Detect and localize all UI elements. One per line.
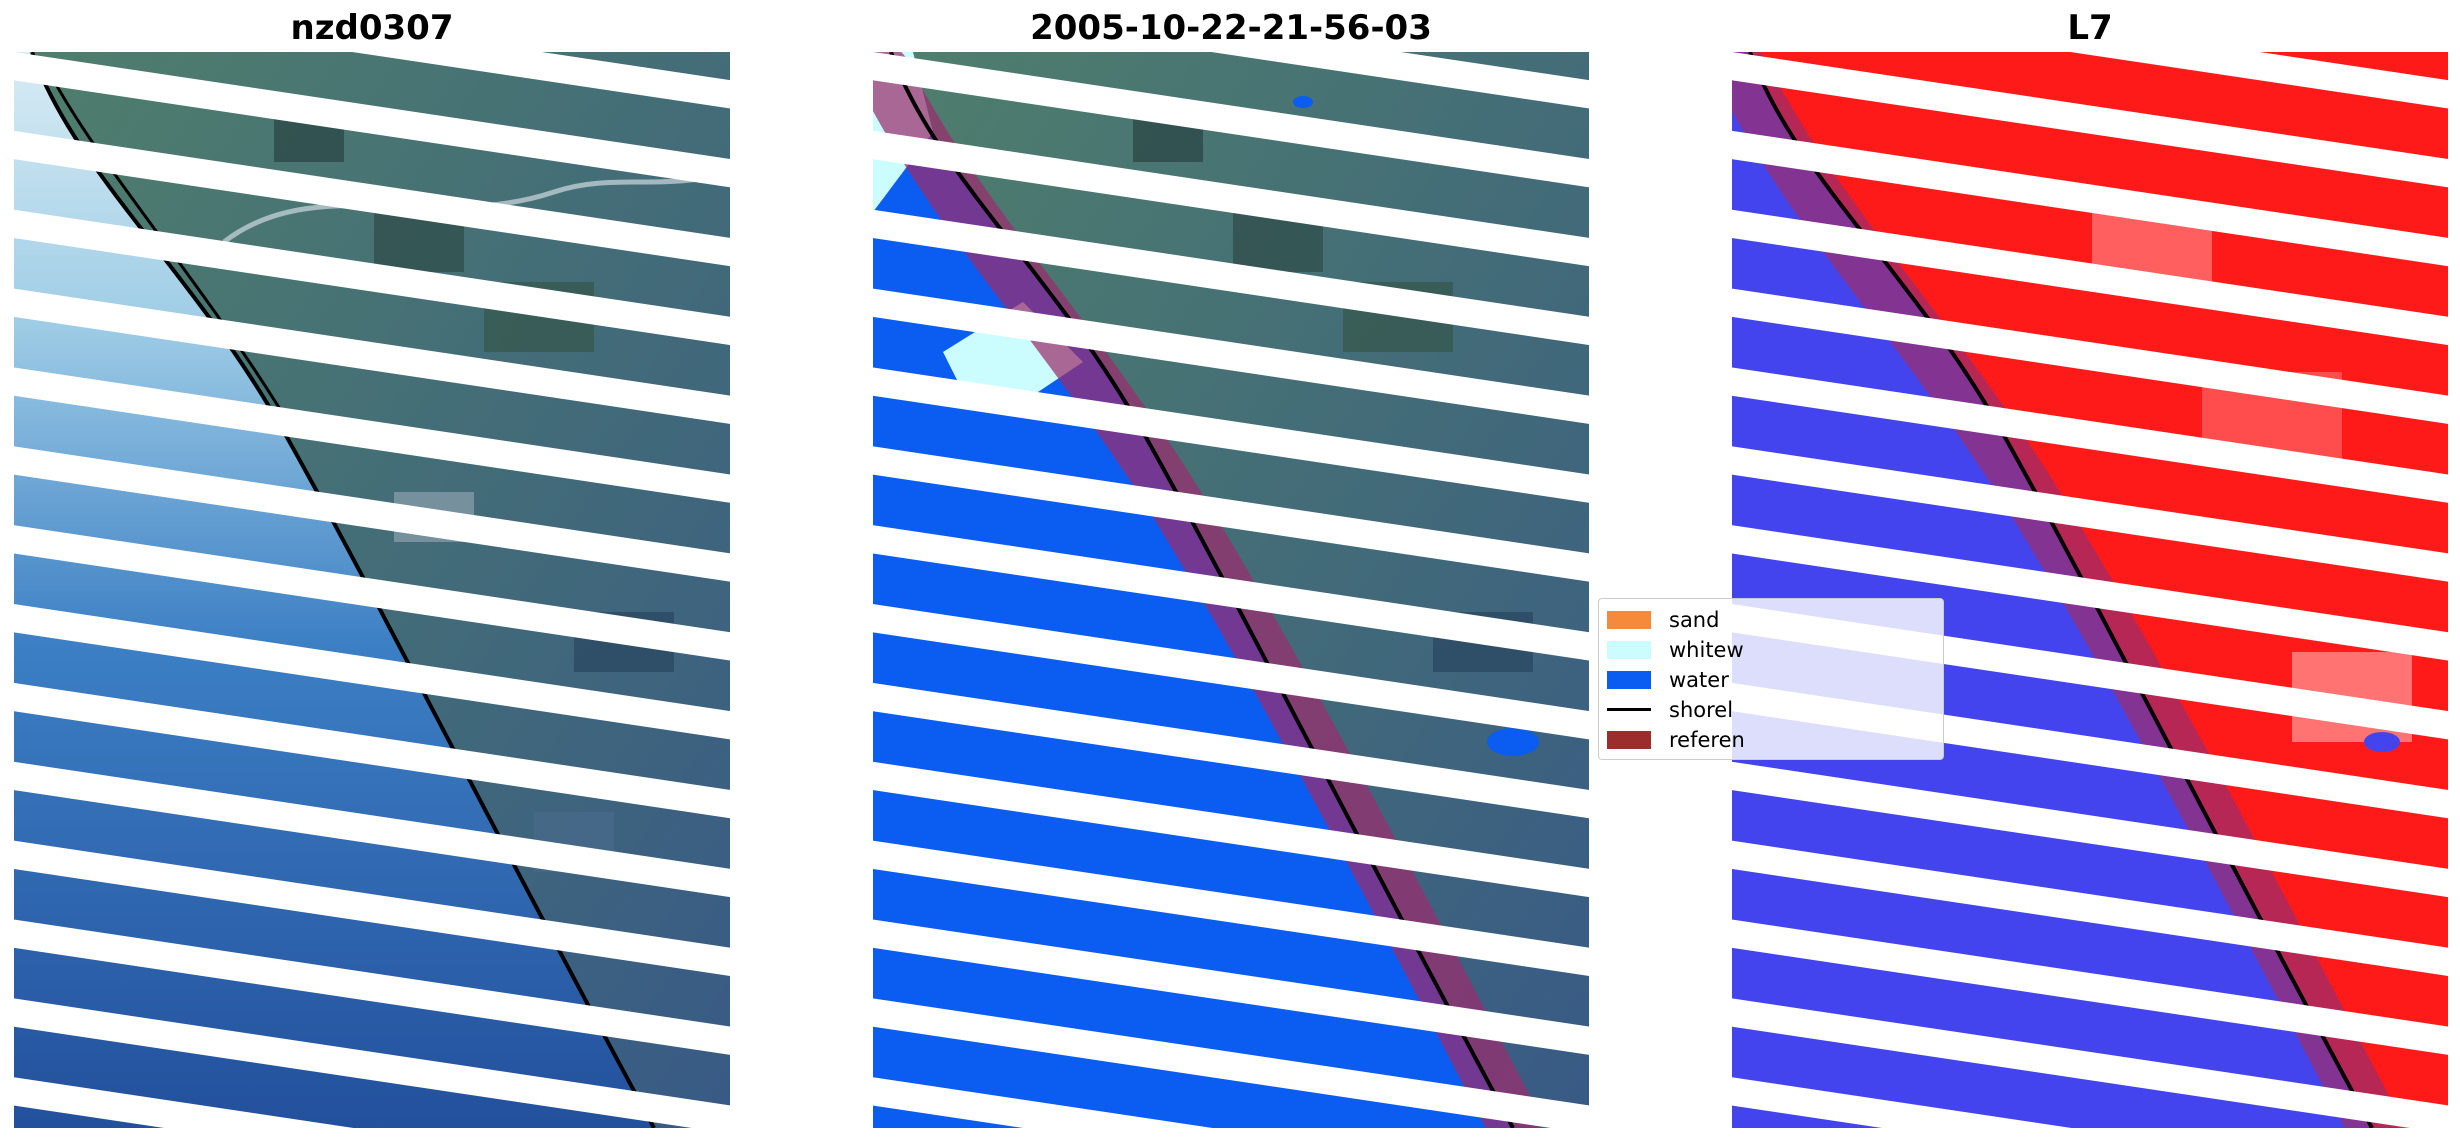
classified-image-panel [873,52,1589,1128]
rgb-image-panel [14,52,730,1128]
panel-title-classified: 2005-10-22-21-56-03 [1030,8,1432,48]
legend-label: whitew [1669,638,1744,662]
legend-item-reference: referen [1607,725,1943,755]
legend-label: sand [1669,608,1720,632]
index-image-panel [1732,52,2448,1128]
legend-label: referen [1669,728,1745,752]
legend-label: shorel [1669,698,1734,722]
legend-item-whitewater: whitew [1607,635,1943,665]
panel-title-index: L7 [2067,8,2113,48]
legend-item-water: water [1607,665,1943,695]
water-swatch [1607,671,1651,689]
whitewater-swatch [1607,641,1651,659]
shoreline-line-swatch [1607,708,1651,711]
legend-item-sand: sand [1607,605,1943,635]
scan-line-gaps [1732,52,2448,1128]
panel-title-rgb: nzd0307 [290,8,454,48]
legend-label: water [1669,668,1729,692]
rgb-image [14,52,730,1128]
reference-swatch [1607,731,1651,749]
scan-line-gaps [873,52,1589,1128]
classified-image [873,52,1589,1128]
scan-line-gaps [14,52,730,1128]
legend-item-shoreline: shorel [1607,695,1943,725]
index-image [1732,52,2448,1128]
legend: sand whitew water shorel referen [1598,598,1944,760]
sand-swatch [1607,611,1651,629]
